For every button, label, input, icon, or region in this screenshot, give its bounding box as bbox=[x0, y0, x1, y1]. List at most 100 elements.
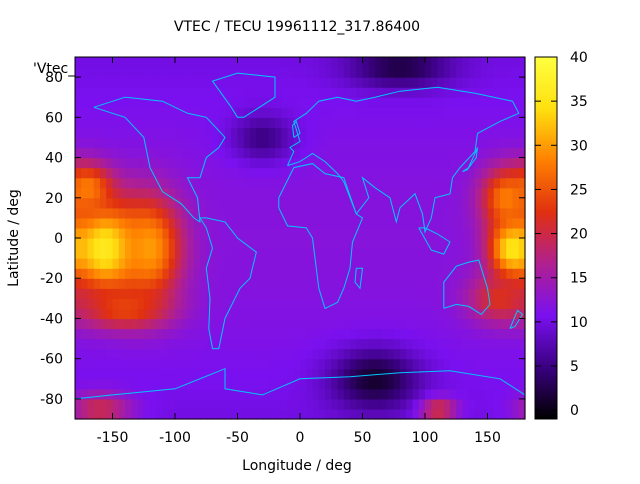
heatmap-cell bbox=[506, 217, 514, 229]
heatmap-cell bbox=[212, 77, 220, 88]
heatmap-cell bbox=[100, 298, 107, 309]
heatmap-cell bbox=[462, 318, 470, 330]
heatmap-cell bbox=[431, 197, 439, 209]
heatmap-cell bbox=[443, 147, 451, 159]
heatmap-cell bbox=[281, 358, 289, 370]
heatmap-cell bbox=[112, 207, 120, 219]
heatmap-cell bbox=[312, 368, 320, 380]
heatmap-cell bbox=[468, 358, 476, 370]
heatmap-cell bbox=[193, 378, 201, 390]
heatmap-cell bbox=[175, 298, 182, 309]
heatmap-cell bbox=[262, 368, 270, 380]
heatmap-cell bbox=[187, 328, 195, 340]
heatmap-cell bbox=[481, 278, 489, 289]
heatmap-cell bbox=[337, 107, 345, 118]
heatmap-cell bbox=[350, 167, 357, 179]
coastlines bbox=[74, 72, 526, 400]
heatmap-cell bbox=[162, 147, 170, 159]
heatmap-cell bbox=[368, 147, 376, 159]
heatmap-cell bbox=[137, 368, 145, 380]
heatmap-cell bbox=[250, 107, 257, 118]
heatmap-cell bbox=[112, 187, 120, 199]
heatmap-cell bbox=[100, 288, 107, 299]
heatmap-cell bbox=[518, 358, 526, 370]
heatmap-cell bbox=[187, 67, 195, 78]
heatmap-cell bbox=[250, 368, 257, 380]
heatmap-cell bbox=[318, 67, 326, 78]
heatmap-cell bbox=[400, 217, 407, 229]
heatmap-cell bbox=[475, 398, 482, 410]
heatmap-cell bbox=[475, 77, 482, 88]
heatmap-cell bbox=[493, 288, 501, 299]
heatmap-cell bbox=[131, 408, 139, 420]
heatmap-cell bbox=[356, 248, 364, 259]
heatmap-cell bbox=[118, 227, 126, 239]
heatmap-cell bbox=[362, 308, 370, 320]
heatmap-cell bbox=[287, 127, 295, 139]
heatmap-cell bbox=[87, 77, 95, 88]
heatmap-cell bbox=[143, 238, 151, 249]
heatmap-cell bbox=[356, 258, 364, 269]
heatmap-cell bbox=[268, 97, 276, 108]
heatmap-cell bbox=[250, 238, 257, 249]
heatmap-cell bbox=[212, 398, 220, 410]
heatmap-cell bbox=[87, 288, 95, 299]
heatmap-cell bbox=[100, 378, 107, 390]
heatmap-cell bbox=[412, 87, 420, 98]
heatmap-cell bbox=[193, 147, 201, 159]
heatmap-cell bbox=[368, 258, 376, 269]
heatmap-cell bbox=[193, 77, 201, 88]
heatmap-cell bbox=[450, 177, 457, 189]
heatmap-cell bbox=[262, 87, 270, 98]
heatmap-cell bbox=[137, 187, 145, 199]
heatmap-cell bbox=[468, 298, 476, 309]
heatmap-cell bbox=[268, 167, 276, 179]
heatmap-cell bbox=[162, 308, 170, 320]
heatmap-cell bbox=[300, 197, 307, 209]
heatmap-cell bbox=[456, 217, 464, 229]
heatmap-cell bbox=[456, 207, 464, 219]
heatmap-cell bbox=[125, 187, 132, 199]
heatmap-cell bbox=[375, 67, 382, 78]
heatmap-cell bbox=[456, 348, 464, 360]
heatmap-cell bbox=[156, 87, 164, 98]
heatmap-cell bbox=[237, 217, 245, 229]
heatmap-cell bbox=[218, 157, 226, 169]
heatmap-cell bbox=[243, 368, 251, 380]
heatmap-cell bbox=[237, 268, 245, 279]
heatmap-cell bbox=[200, 207, 207, 219]
heatmap-cell bbox=[425, 147, 432, 159]
heatmap-cell bbox=[212, 117, 220, 128]
heatmap-cell bbox=[293, 288, 301, 299]
heatmap-cell bbox=[268, 137, 276, 149]
heatmap-cell bbox=[243, 137, 251, 149]
x-axis-label: Longitude / deg bbox=[242, 458, 352, 474]
heatmap-cell bbox=[275, 358, 282, 370]
heatmap-cell bbox=[293, 177, 301, 189]
heatmap-cell bbox=[287, 348, 295, 360]
heatmap-cell bbox=[381, 288, 389, 299]
heatmap-cell bbox=[87, 328, 95, 340]
heatmap-cell bbox=[406, 298, 414, 309]
heatmap-cell bbox=[500, 358, 507, 370]
heatmap-cell bbox=[400, 97, 407, 108]
heatmap-cell bbox=[243, 177, 251, 189]
heatmap-cell bbox=[193, 328, 201, 340]
heatmap-cell bbox=[412, 177, 420, 189]
heatmap-cell bbox=[125, 368, 132, 380]
heatmap-cell bbox=[350, 328, 357, 340]
heatmap-cell bbox=[487, 227, 495, 239]
heatmap-cell bbox=[231, 57, 239, 68]
heatmap-cell bbox=[312, 378, 320, 390]
heatmap-cell bbox=[212, 227, 220, 239]
heatmap-cell bbox=[268, 368, 276, 380]
heatmap-cell bbox=[412, 147, 420, 159]
heatmap-cell bbox=[243, 278, 251, 289]
heatmap-cell bbox=[87, 197, 95, 209]
heatmap-cell bbox=[275, 298, 282, 309]
y-tick-label: -60 bbox=[40, 352, 63, 368]
heatmap-cell bbox=[443, 67, 451, 78]
heatmap-cell bbox=[306, 318, 314, 330]
heatmap-cell bbox=[312, 97, 320, 108]
heatmap-cell bbox=[175, 157, 182, 169]
